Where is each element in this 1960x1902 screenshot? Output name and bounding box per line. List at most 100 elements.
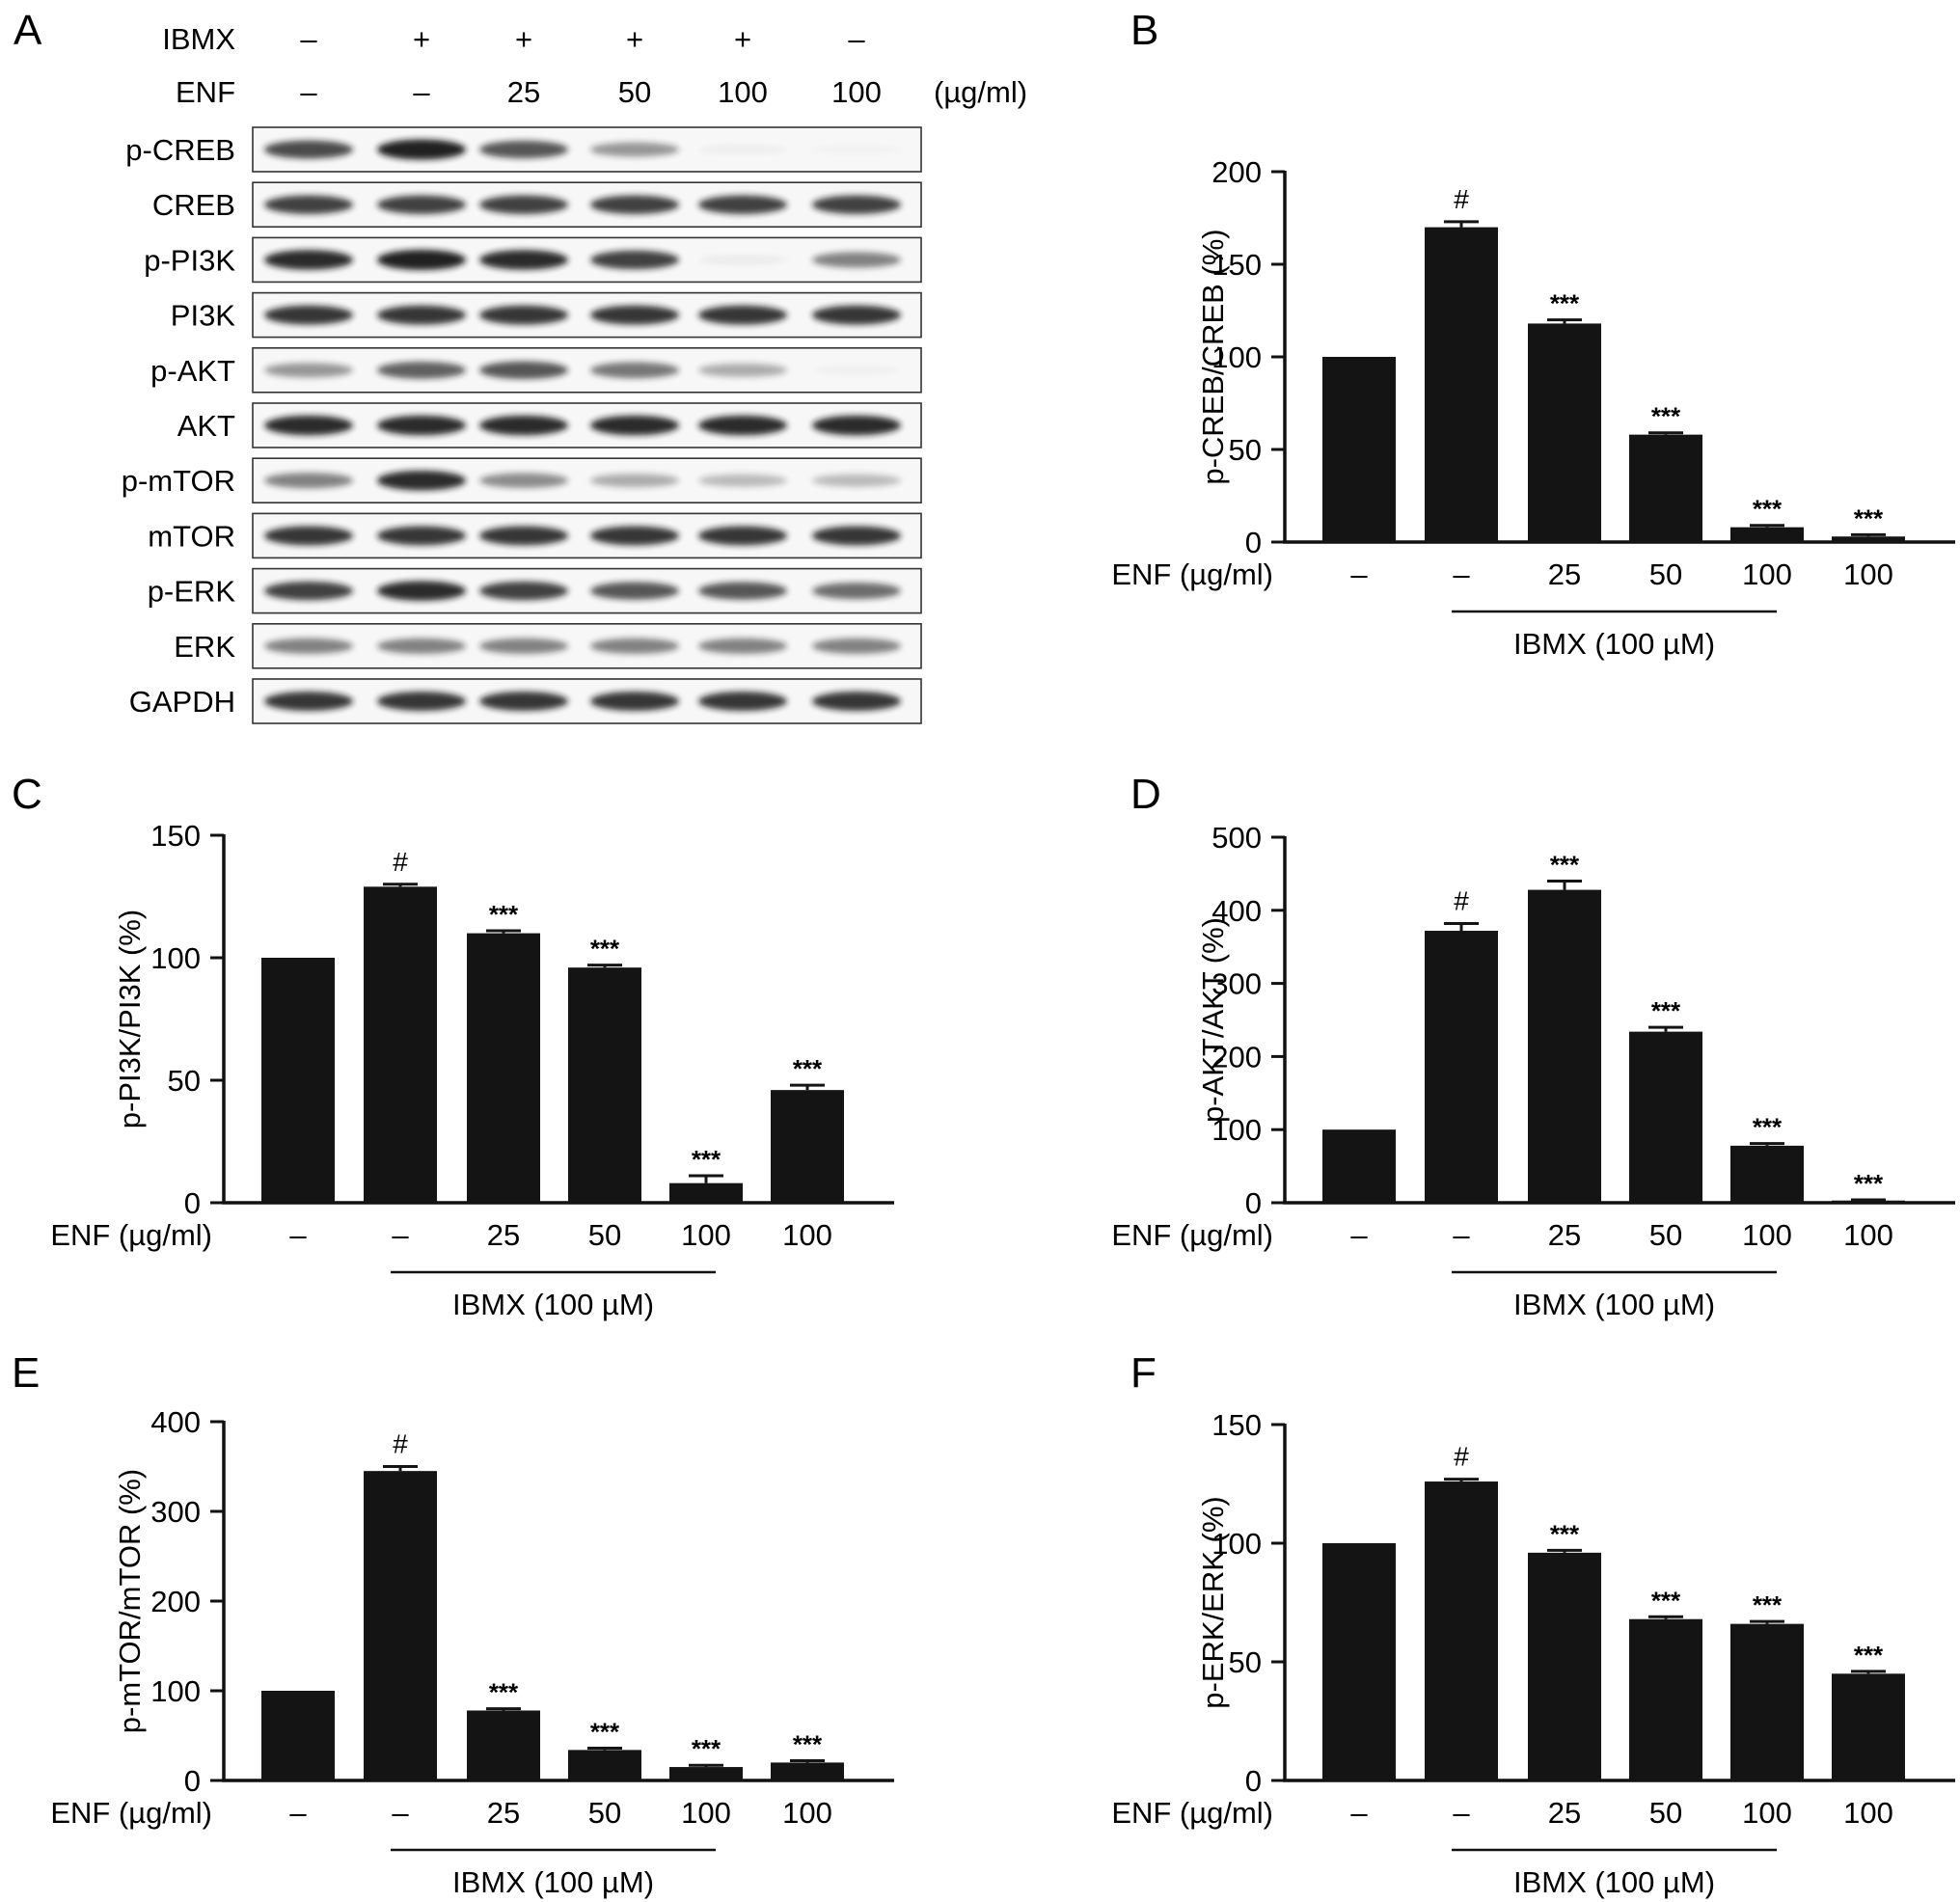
significance-marker: ***: [1854, 1641, 1884, 1670]
x-tick-label: 25: [487, 1218, 520, 1252]
blot-band: [698, 255, 787, 265]
blot-band: [590, 415, 679, 436]
blot-band: [812, 526, 901, 546]
x-tick-label: 50: [588, 1218, 621, 1252]
bar: [771, 1762, 844, 1780]
blot-band: [264, 195, 353, 214]
blot-band: [698, 195, 787, 214]
panel-letter: D: [1130, 771, 1161, 818]
bar-charts: B 0 50 100 150 200 p-CREB/CREB (%) – # – *** 25 *** 5…: [12, 7, 1955, 1899]
blot-band: [812, 366, 901, 375]
blot-band: [698, 415, 787, 436]
bar: [1730, 527, 1804, 542]
y-tick-label: 150: [1211, 248, 1262, 282]
y-axis-label: p-AKT/AKT (%): [1196, 917, 1230, 1123]
y-tick-label: 300: [1211, 967, 1262, 1001]
blot-label: CREB: [152, 188, 235, 222]
y-tick-label: 400: [1211, 894, 1262, 928]
panel-letter: C: [12, 771, 42, 818]
x-tick-label: 25: [1548, 1218, 1581, 1252]
significance-marker: ***: [1550, 1519, 1580, 1548]
blot-band: [812, 145, 901, 154]
y-tick-label: 500: [1211, 821, 1262, 855]
blot-band: [479, 140, 568, 159]
bar: [364, 886, 437, 1203]
bar: [1528, 889, 1601, 1203]
significance-marker: #: [1454, 184, 1469, 214]
x-axis-label: ENF (µg/ml): [1111, 1218, 1273, 1252]
y-tick-label: 50: [1229, 433, 1262, 467]
significance-marker: ***: [1753, 495, 1783, 524]
blot-band: [377, 139, 466, 160]
group-label: IBMX (100 µM): [1513, 627, 1715, 661]
blot-band: [698, 474, 787, 487]
blot-band: [479, 526, 568, 546]
y-tick-label: 300: [150, 1495, 201, 1529]
bar: [1832, 1200, 1905, 1203]
treatment-value: +: [515, 22, 532, 56]
x-tick-label: 100: [681, 1796, 731, 1830]
x-tick-label: 25: [1548, 557, 1581, 591]
blot-label: p-CREB: [125, 133, 235, 167]
group-label: IBMX (100 µM): [1513, 1865, 1715, 1899]
blot-box: [252, 457, 922, 504]
blot-band: [698, 692, 787, 711]
panel-letter-a: A: [14, 7, 42, 54]
chart-panel-d: D 0 100 200 300 400 500 p-AKT/AKT (%) – # – *** 25 **…: [1111, 771, 1955, 1321]
blot-band: [479, 692, 568, 711]
blot-band: [377, 195, 466, 214]
blot-band: [590, 250, 679, 270]
blot-band: [812, 474, 901, 487]
blot-label: p-mTOR: [122, 464, 235, 498]
treatment-value: +: [413, 22, 430, 56]
y-tick-label: 100: [1211, 1527, 1262, 1561]
group-label: IBMX (100 µM): [452, 1865, 654, 1899]
bar: [1832, 536, 1905, 542]
blot-band: [812, 638, 901, 654]
bar: [1528, 1552, 1601, 1780]
x-tick-label: –: [1350, 557, 1368, 591]
blot-band: [377, 361, 466, 379]
x-tick-label: –: [289, 1218, 307, 1252]
blot-band: [812, 195, 901, 214]
bar: [1629, 1618, 1702, 1780]
significance-marker: ***: [489, 900, 519, 929]
y-tick-label: 0: [1245, 1764, 1262, 1798]
significance-marker: ***: [692, 1145, 721, 1174]
blot-band: [590, 638, 679, 654]
blot-band: [479, 250, 568, 270]
bar: [1730, 1145, 1804, 1203]
x-tick-label: –: [289, 1796, 307, 1830]
chart-panel-f: F 0 50 100 150 p-ERK/ERK (%) – # – *** 25 *** 50 *** 1…: [1111, 1349, 1955, 1899]
blot-band: [377, 305, 466, 325]
significance-marker: ***: [1854, 503, 1884, 532]
y-tick-label: 200: [1211, 155, 1262, 189]
significance-marker: #: [393, 1429, 408, 1459]
blot-band: [264, 140, 353, 159]
significance-marker: ***: [1753, 1590, 1783, 1619]
blot-box: [252, 126, 922, 173]
treatment-value: –: [413, 75, 430, 109]
y-tick-label: 150: [1211, 1408, 1262, 1442]
bar: [467, 933, 540, 1203]
bar: [261, 958, 335, 1203]
significance-marker: ***: [1854, 1169, 1884, 1198]
blot-band: [590, 526, 679, 546]
significance-marker: ***: [793, 1054, 823, 1083]
chart-panel-b: B 0 50 100 150 200 p-CREB/CREB (%) – # – *** 25 *** 5…: [1111, 7, 1955, 661]
x-tick-label: –: [1350, 1218, 1368, 1252]
x-tick-label: 100: [1742, 1796, 1792, 1830]
blot-band: [479, 415, 568, 436]
blot-band: [264, 692, 353, 711]
bar: [1528, 323, 1601, 542]
significance-marker: #: [393, 847, 408, 877]
y-tick-label: 100: [1211, 1113, 1262, 1147]
blot-box: [252, 402, 922, 448]
x-tick-label: 25: [487, 1796, 520, 1830]
x-tick-label: 50: [1649, 1218, 1682, 1252]
significance-marker: ***: [692, 1734, 721, 1763]
blot-band: [377, 692, 466, 711]
y-axis-label: p-mTOR/mTOR (%): [113, 1469, 147, 1733]
x-tick-label: 100: [1742, 557, 1792, 591]
x-tick-label: –: [1453, 557, 1470, 591]
